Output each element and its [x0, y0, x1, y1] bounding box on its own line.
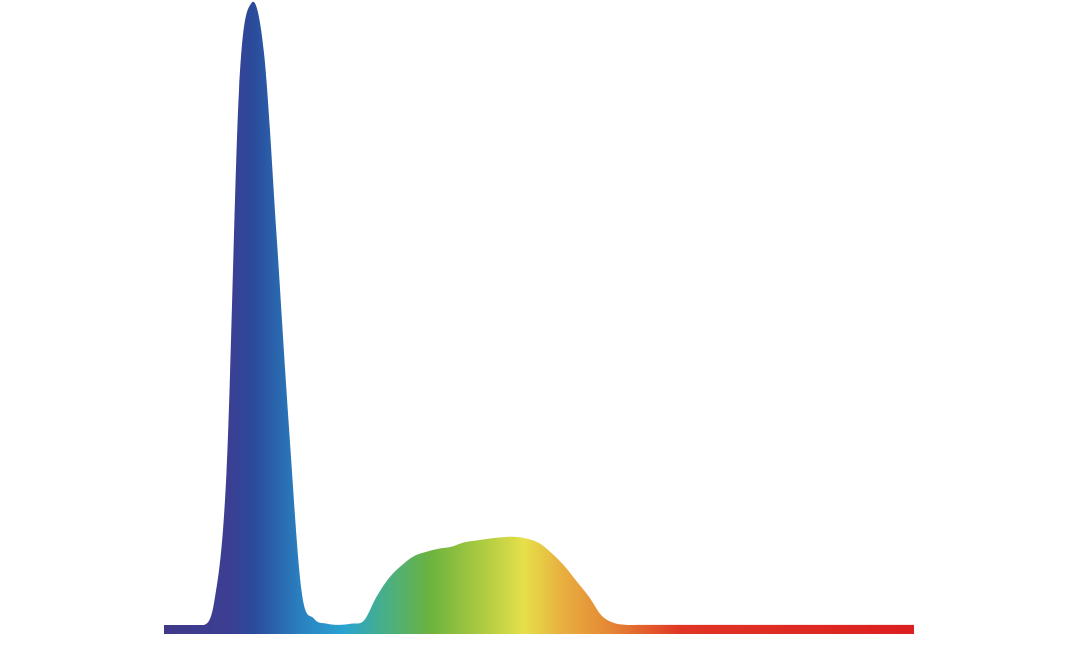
- spectrum-area: [164, 1, 914, 629]
- spectrum-baseline-bar: [164, 625, 914, 634]
